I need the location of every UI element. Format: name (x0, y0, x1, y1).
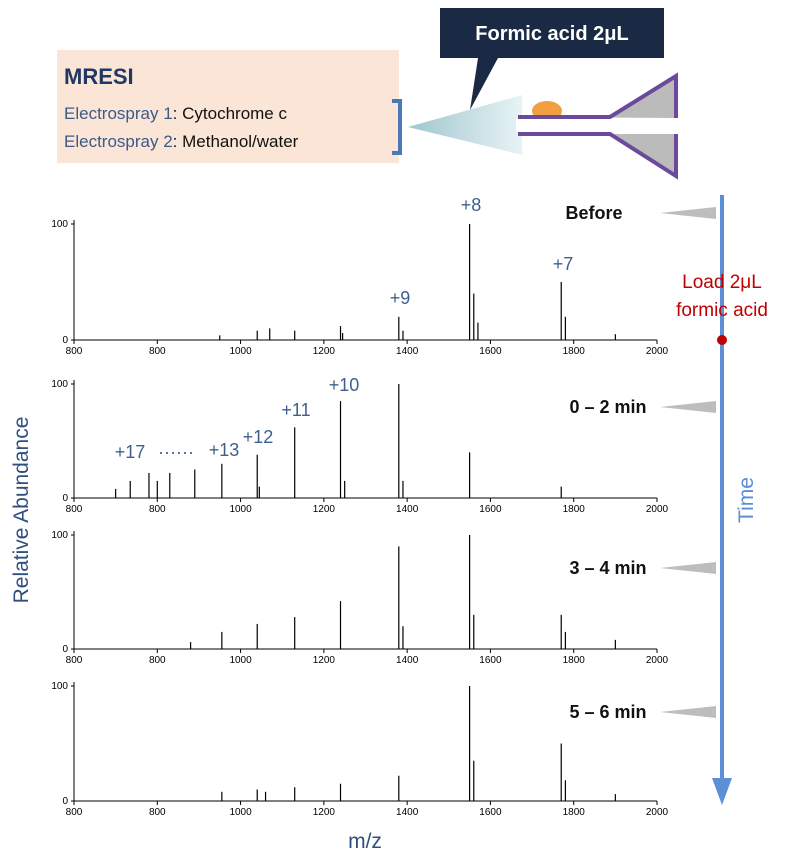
x-tick-label: 2000 (646, 655, 669, 666)
spray-text: : Methanol/water (173, 132, 299, 151)
x-tick-label: 1000 (229, 655, 252, 666)
x-tick-label: 800 (66, 655, 83, 666)
charge-label: +9 (390, 288, 411, 308)
x-tick-label: 2000 (646, 504, 669, 515)
x-tick-label: 1200 (313, 807, 336, 818)
charge-label: +10 (329, 375, 360, 395)
x-tick-label: 1200 (313, 655, 336, 666)
load-label: Load 2μL (682, 272, 762, 293)
x-tick-label: 1600 (479, 504, 502, 515)
time-marker (660, 562, 716, 574)
spray-text: : Cytochrome c (173, 104, 288, 123)
charge-label: +7 (553, 254, 574, 274)
x-tick-label: 1000 (229, 807, 252, 818)
x-tick-label: 800 (149, 504, 166, 515)
y-tick-label: 100 (51, 681, 68, 692)
figure: MRESI Electrospray 1: Cytochrome c Elect… (0, 0, 788, 856)
x-tick-label: 1600 (479, 807, 502, 818)
x-tick-label: 1600 (479, 346, 502, 357)
panel-label: 3 – 4 min (569, 558, 646, 578)
y-tick-label: 100 (51, 530, 68, 541)
x-tick-label: 1200 (313, 504, 336, 515)
time-marker (660, 401, 716, 413)
x-tick-label: 1000 (229, 504, 252, 515)
time-arrowhead (712, 778, 732, 805)
time-marker (660, 706, 716, 718)
spray-name: Electrospray 2 (64, 132, 173, 151)
load-label: formic acid (676, 300, 768, 321)
setup-line: Electrospray 1: Cytochrome c (64, 104, 287, 123)
charge-label: ······ (158, 442, 194, 462)
x-tick-label: 800 (66, 807, 83, 818)
x-tick-label: 2000 (646, 807, 669, 818)
setup-title: MRESI (64, 64, 134, 89)
y-tick-label: 0 (62, 796, 68, 807)
x-tick-label: 1400 (396, 807, 419, 818)
load-point (717, 335, 727, 345)
x-tick-label: 1000 (229, 346, 252, 357)
callout-text: Formic acid 2μL (475, 23, 628, 45)
panel-label: Before (565, 203, 622, 223)
y-tick-label: 0 (62, 335, 68, 346)
charge-label: +17 (115, 442, 146, 462)
charge-label: +12 (243, 427, 274, 447)
emitter-channel (516, 119, 676, 132)
x-tick-label: 1400 (396, 655, 419, 666)
charge-label: +13 (209, 440, 240, 460)
time-marker (660, 207, 716, 219)
panel-label: 5 – 6 min (569, 702, 646, 722)
emitter-bottom (518, 134, 676, 176)
setup-line: Electrospray 2: Methanol/water (64, 132, 299, 151)
spray-cone (408, 95, 522, 155)
x-tick-label: 1800 (563, 346, 586, 357)
y-tick-label: 0 (62, 644, 68, 655)
charge-label: +8 (461, 195, 482, 215)
charge-label: +11 (281, 400, 310, 420)
x-tick-label: 800 (66, 346, 83, 357)
time-label: Time (735, 477, 758, 523)
panel-label: 0 – 2 min (569, 397, 646, 417)
x-tick-label: 1800 (563, 655, 586, 666)
x-tick-label: 800 (66, 504, 83, 515)
y-tick-label: 100 (51, 379, 68, 390)
x-tick-label: 800 (149, 807, 166, 818)
spray-name: Electrospray 1 (64, 104, 173, 123)
x-tick-label: 1800 (563, 807, 586, 818)
y-axis-label: Relative Abundance (10, 417, 33, 604)
x-tick-label: 1400 (396, 346, 419, 357)
x-tick-label: 1600 (479, 655, 502, 666)
x-tick-label: 800 (149, 346, 166, 357)
y-tick-label: 100 (51, 219, 68, 230)
x-tick-label: 1200 (313, 346, 336, 357)
x-tick-label: 2000 (646, 346, 669, 357)
x-tick-label: 800 (149, 655, 166, 666)
y-tick-label: 0 (62, 493, 68, 504)
x-axis-label: m/z (348, 830, 382, 853)
x-tick-label: 1400 (396, 504, 419, 515)
x-tick-label: 1800 (563, 504, 586, 515)
